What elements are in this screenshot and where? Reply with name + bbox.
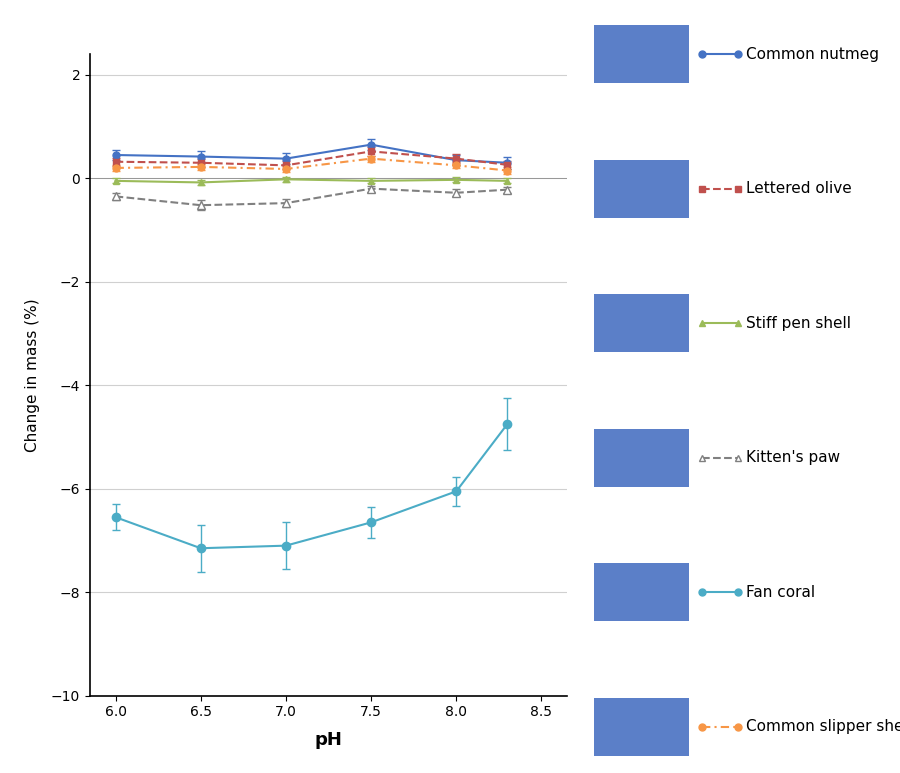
- Text: Lettered olive: Lettered olive: [745, 181, 851, 196]
- Text: Common slipper shell: Common slipper shell: [745, 719, 900, 734]
- Text: Stiff pen shell: Stiff pen shell: [745, 315, 850, 331]
- X-axis label: pH: pH: [315, 730, 342, 748]
- Text: Common nutmeg: Common nutmeg: [745, 46, 878, 62]
- Text: Fan coral: Fan coral: [745, 584, 814, 600]
- Y-axis label: Change in mass (%): Change in mass (%): [25, 298, 40, 451]
- Text: Kitten's paw: Kitten's paw: [745, 450, 840, 465]
